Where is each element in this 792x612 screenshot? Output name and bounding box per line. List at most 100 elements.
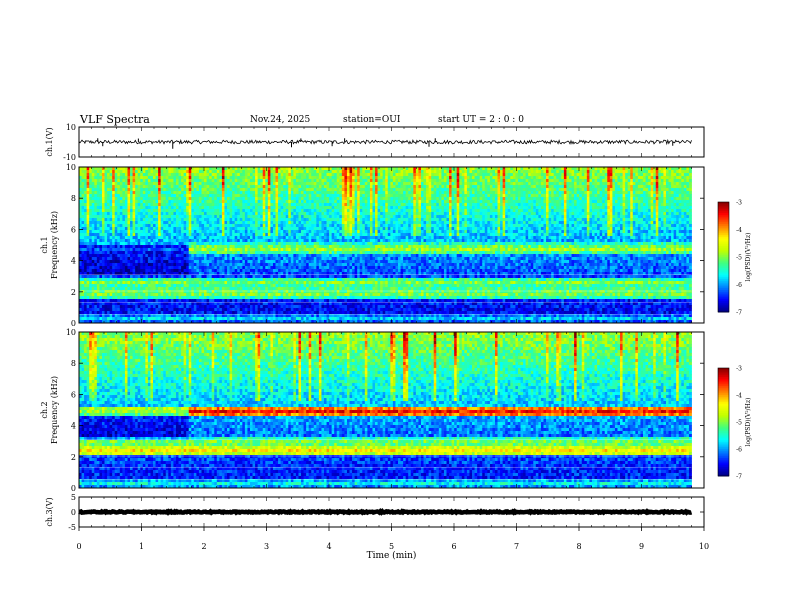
heatmap-cell xyxy=(216,200,220,204)
heatmap-cell xyxy=(211,218,215,222)
heatmap-cell xyxy=(140,173,144,177)
heatmap-cell xyxy=(114,230,118,234)
heatmap-cell xyxy=(278,221,282,225)
heatmap-cell xyxy=(122,302,126,306)
heatmap-cell xyxy=(178,230,182,234)
heatmap-cell xyxy=(158,179,162,183)
heatmap-cell xyxy=(303,248,307,252)
heatmap-cell xyxy=(142,227,146,231)
heatmap-cell xyxy=(186,314,190,318)
heatmap-cell xyxy=(91,317,95,321)
heatmap-cell xyxy=(178,269,182,273)
heatmap-cell xyxy=(278,317,282,321)
heatmap-cell xyxy=(117,239,121,243)
heatmap-cell xyxy=(99,188,103,192)
heatmap-cell xyxy=(293,314,297,318)
heatmap-cell xyxy=(117,170,121,174)
heatmap-cell xyxy=(165,212,169,216)
heatmap-cell xyxy=(81,167,85,171)
heatmap-cell xyxy=(244,317,248,321)
heatmap-cell xyxy=(211,203,215,207)
heatmap-cell xyxy=(288,218,292,222)
heatmap-cell xyxy=(130,173,133,177)
heatmap-cell xyxy=(186,272,190,276)
heatmap-cell xyxy=(260,200,264,204)
heatmap-cell xyxy=(262,257,266,261)
heatmap-cell xyxy=(81,263,85,267)
heatmap-cell xyxy=(165,293,169,297)
heatmap-cell xyxy=(303,263,307,267)
heatmap-cell xyxy=(249,239,253,243)
heatmap-cell xyxy=(303,203,307,207)
heatmap-cell xyxy=(239,230,243,234)
heatmap-cell xyxy=(160,242,164,246)
heatmap-cell xyxy=(257,224,261,228)
heatmap-cell xyxy=(272,251,276,255)
heatmap-cell xyxy=(191,296,195,300)
heatmap-cell xyxy=(214,296,218,300)
heatmap-cell xyxy=(94,209,98,213)
heatmap-cell xyxy=(160,224,164,228)
heatmap-cell xyxy=(234,218,238,222)
heatmap-cell xyxy=(117,248,121,252)
heatmap-cell xyxy=(173,293,177,297)
heatmap-cell xyxy=(249,320,253,324)
heatmap-cell xyxy=(99,170,103,174)
heatmap-cell xyxy=(150,188,154,192)
heatmap-cell xyxy=(132,233,136,237)
heatmap-cell xyxy=(316,167,320,171)
heatmap-cell xyxy=(272,179,276,183)
heatmap-cell xyxy=(96,191,100,195)
heatmap-cell xyxy=(193,278,197,282)
heatmap-cell xyxy=(201,314,205,318)
heatmap-cell xyxy=(270,209,274,213)
heatmap-cell xyxy=(112,197,116,201)
heatmap-cell xyxy=(206,278,210,282)
heatmap-cell xyxy=(89,215,93,219)
heatmap-cell xyxy=(252,254,256,258)
heatmap-cell xyxy=(114,272,118,276)
heatmap-cell xyxy=(283,266,287,270)
heatmap-cell xyxy=(280,197,284,201)
heatmap-cell xyxy=(283,296,287,300)
heatmap-cell xyxy=(107,302,111,306)
heatmap-cell xyxy=(198,320,202,324)
heatmap-cell xyxy=(247,254,251,258)
heatmap-cell xyxy=(301,233,304,237)
heatmap-cell xyxy=(86,311,90,315)
heatmap-cell xyxy=(114,239,118,243)
heatmap-cell xyxy=(219,194,223,198)
heatmap-cell xyxy=(183,203,187,207)
heatmap-cell xyxy=(91,191,95,195)
heatmap-cell xyxy=(137,173,141,177)
heatmap-cell xyxy=(216,173,220,177)
heatmap-cell xyxy=(150,200,154,204)
heatmap-cell xyxy=(127,239,131,243)
heatmap-cell xyxy=(244,197,248,201)
heatmap-cell xyxy=(119,248,123,252)
heatmap-cell xyxy=(79,167,82,171)
heatmap-cell xyxy=(211,278,215,282)
heatmap-cell xyxy=(285,263,289,267)
heatmap-cell xyxy=(267,254,271,258)
heatmap-cell xyxy=(153,191,156,195)
heatmap-cell xyxy=(303,170,307,174)
heatmap-cell xyxy=(280,182,284,186)
heatmap-cell xyxy=(221,245,225,249)
heatmap-cell xyxy=(158,227,162,231)
heatmap-cell xyxy=(170,230,174,234)
heatmap-cell xyxy=(227,209,230,213)
heatmap-cell xyxy=(206,197,210,201)
heatmap-cell xyxy=(178,284,182,288)
heatmap-cell xyxy=(127,197,131,201)
heatmap-cell xyxy=(234,293,238,297)
heatmap-cell xyxy=(163,233,167,237)
heatmap-cell xyxy=(247,260,251,264)
heatmap-cell xyxy=(234,170,238,174)
heatmap-cell xyxy=(249,275,253,279)
heatmap-cell xyxy=(119,224,123,228)
heatmap-cell xyxy=(160,218,164,222)
heatmap-cell xyxy=(173,260,177,264)
heatmap-cell xyxy=(313,221,317,225)
heatmap-cell xyxy=(193,215,197,219)
